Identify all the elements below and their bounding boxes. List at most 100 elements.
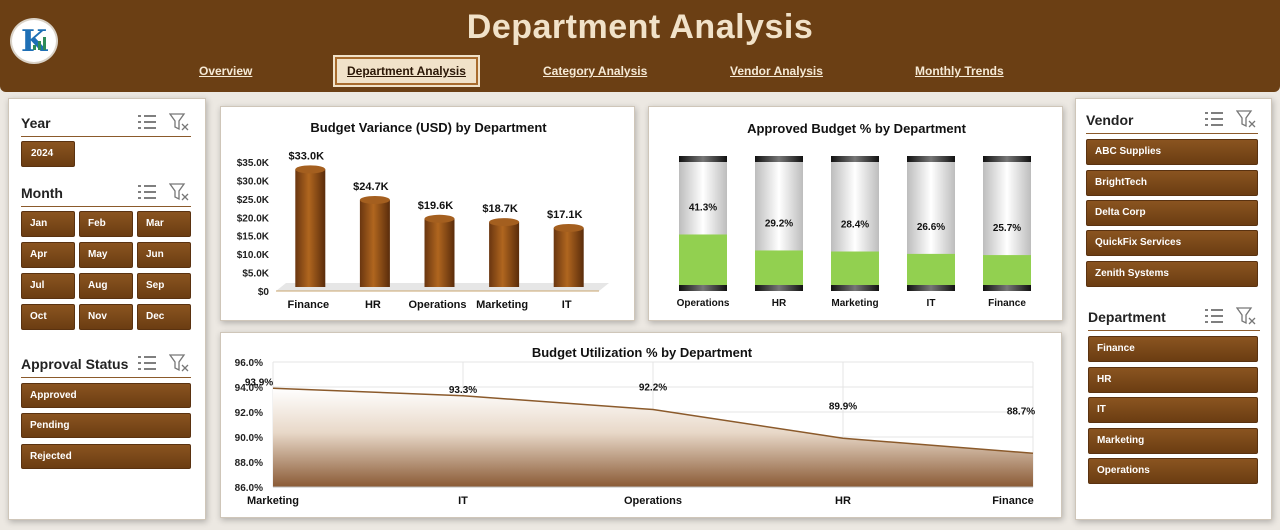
clear-filter-icon[interactable] xyxy=(169,113,189,131)
tab-vendor-analysis[interactable]: Vendor Analysis xyxy=(730,64,823,78)
budget-variance-chart-title: Budget Variance (USD) by Department xyxy=(310,120,547,135)
x-tick-label: IT xyxy=(927,298,936,309)
y-tick-label: $10.0K xyxy=(237,250,270,261)
month-jul-button[interactable]: Jul xyxy=(21,273,75,299)
month-oct-button[interactable]: Oct xyxy=(21,304,75,330)
x-tick-label: IT xyxy=(562,299,572,311)
y-tick-label: 94.0% xyxy=(235,383,263,394)
bar-top xyxy=(424,214,455,223)
x-tick-label: Finance xyxy=(288,299,330,311)
x-tick-label: IT xyxy=(458,495,468,507)
y-tick-label: $15.0K xyxy=(237,232,270,243)
data-label: 25.7% xyxy=(993,223,1021,234)
y-tick-label: $30.0K xyxy=(237,176,270,187)
clear-filter-icon[interactable] xyxy=(169,183,189,201)
x-tick-label: HR xyxy=(835,495,851,507)
month-feb-button[interactable]: Feb xyxy=(79,211,133,237)
x-tick-label: HR xyxy=(772,298,787,309)
data-label: $17.1K xyxy=(547,209,583,221)
y-tick-label: 86.0% xyxy=(235,483,263,494)
multi-select-icon[interactable] xyxy=(1204,110,1224,128)
gauge-cap-bottom xyxy=(907,285,955,291)
month-slicer-title: Month xyxy=(21,185,63,201)
month-aug-button[interactable]: Aug xyxy=(79,273,133,299)
department-finance-button[interactable]: Finance xyxy=(1088,336,1258,362)
department-it-button[interactable]: IT xyxy=(1088,397,1258,423)
budget-utilization-chart: 86.0% 88.0% 90.0% 92.0% 94.0% 96.0% 93.9% Marke… xyxy=(235,358,1036,507)
department-slicer-title: Department xyxy=(1088,309,1166,325)
vendor-quickfix-button[interactable]: QuickFix Services xyxy=(1086,230,1258,256)
tab-overview[interactable]: Overview xyxy=(199,64,253,78)
tab-monthly-trends[interactable]: Monthly Trends xyxy=(915,64,1004,78)
x-tick-label: Operations xyxy=(624,495,682,507)
gauge-cap-top xyxy=(831,156,879,162)
month-apr-button[interactable]: Apr xyxy=(21,242,75,268)
month-mar-button[interactable]: Mar xyxy=(137,211,191,237)
data-label: $18.7K xyxy=(482,203,518,215)
vendor-zenith-button[interactable]: Zenith Systems xyxy=(1086,261,1258,287)
data-label: 88.7% xyxy=(1007,406,1035,417)
x-tick-label: Marketing xyxy=(247,495,299,507)
gauge-fill xyxy=(983,255,1031,289)
data-label: 26.6% xyxy=(917,222,945,233)
data-label: $24.7K xyxy=(353,181,389,193)
y-tick-label: 92.0% xyxy=(235,408,263,419)
vendor-slicer-title: Vendor xyxy=(1086,112,1134,128)
multi-select-icon[interactable] xyxy=(1204,307,1224,325)
approved-budget-chart-panel: Approved Budget % by Department 41.3% Ope… xyxy=(648,106,1063,321)
clear-filter-icon[interactable] xyxy=(1236,307,1256,325)
month-dec-button[interactable]: Dec xyxy=(137,304,191,330)
department-hr-button[interactable]: HR xyxy=(1088,367,1258,393)
tab-department-analysis[interactable]: Department Analysis xyxy=(335,57,478,85)
data-label: $19.6K xyxy=(418,200,454,212)
data-label: 89.9% xyxy=(829,401,857,412)
month-jun-button[interactable]: Jun xyxy=(137,242,191,268)
divider xyxy=(21,206,191,207)
clear-filter-icon[interactable] xyxy=(169,354,189,372)
approval-rejected-button[interactable]: Rejected xyxy=(21,444,191,469)
clear-filter-icon[interactable] xyxy=(1236,110,1256,128)
budget-utilization-chart-panel: Budget Utilization % by Department 86.0%… xyxy=(220,332,1062,518)
data-label: $33.0K xyxy=(289,150,325,162)
vendor-brighttech-button[interactable]: BrightTech xyxy=(1086,170,1258,196)
month-may-button[interactable]: May xyxy=(79,242,133,268)
data-label: 41.3% xyxy=(689,202,717,213)
budget-variance-chart-panel: Budget Variance (USD) by Department $0 $5… xyxy=(220,106,635,321)
year-2024-button[interactable]: 2024 xyxy=(21,141,75,167)
month-nov-button[interactable]: Nov xyxy=(79,304,133,330)
department-operations-button[interactable]: Operations xyxy=(1088,458,1258,484)
left-slicer-panel: Year 2024 Month Jan Feb Mar Apr May Jun … xyxy=(8,98,206,520)
y-tick-label: $0 xyxy=(258,287,270,298)
bar-top xyxy=(489,218,520,227)
divider xyxy=(1088,330,1260,331)
month-jan-button[interactable]: Jan xyxy=(21,211,75,237)
bar-top xyxy=(553,223,584,232)
approval-pending-button[interactable]: Pending xyxy=(21,413,191,438)
x-tick-label: Finance xyxy=(988,298,1026,309)
x-tick-label: Operations xyxy=(408,299,466,311)
x-tick-label: Operations xyxy=(677,298,730,309)
multi-select-icon[interactable] xyxy=(137,113,157,131)
gauge-fill xyxy=(679,234,727,289)
bar xyxy=(489,222,520,287)
tab-category-analysis[interactable]: Category Analysis xyxy=(543,64,648,78)
x-tick-label: Marketing xyxy=(831,298,878,309)
gauge-cap-bottom xyxy=(755,285,803,291)
multi-select-icon[interactable] xyxy=(137,183,157,201)
approval-approved-button[interactable]: Approved xyxy=(21,383,191,408)
month-sep-button[interactable]: Sep xyxy=(137,273,191,299)
vendor-delta-corp-button[interactable]: Delta Corp xyxy=(1086,200,1258,226)
multi-select-icon[interactable] xyxy=(137,354,157,372)
gauge-cap-bottom xyxy=(831,285,879,291)
y-tick-label: $25.0K xyxy=(237,195,270,206)
vendor-abc-supplies-button[interactable]: ABC Supplies xyxy=(1086,139,1258,165)
right-slicer-panel: Vendor ABC Supplies BrightTech Delta Cor… xyxy=(1075,98,1272,520)
x-tick-label: Marketing xyxy=(476,299,528,311)
y-tick-label: 88.0% xyxy=(235,458,263,469)
approval-slicer-title: Approval Status xyxy=(21,356,129,372)
x-tick-label: HR xyxy=(365,299,381,311)
area-fill xyxy=(273,388,1033,487)
budget-utilization-chart-title: Budget Utilization % by Department xyxy=(531,345,753,360)
bar-top xyxy=(295,165,326,174)
department-marketing-button[interactable]: Marketing xyxy=(1088,428,1258,454)
